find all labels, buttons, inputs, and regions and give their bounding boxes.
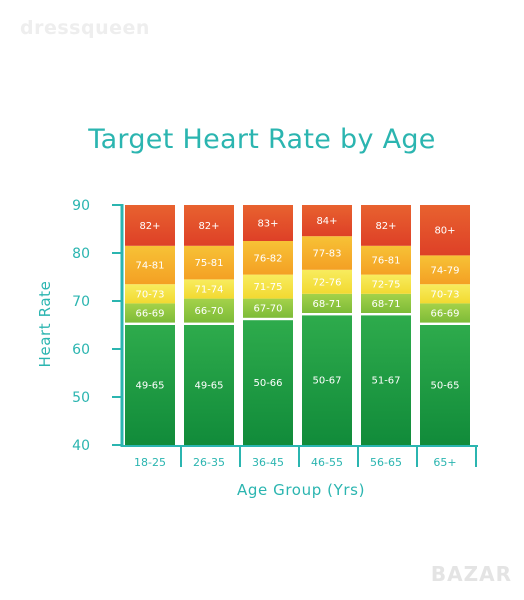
segment-label: 70-73	[135, 289, 164, 300]
bar-segment	[361, 293, 411, 313]
bar-segment	[125, 325, 175, 445]
segment-label: 77-83	[312, 249, 341, 260]
segment-label: 71-75	[253, 282, 282, 293]
bar-segment	[302, 293, 352, 313]
bar-segment	[184, 205, 234, 246]
segment-label: 84+	[316, 216, 337, 227]
x-tick-label: 18-25	[134, 456, 166, 469]
segment-label: 72-76	[312, 277, 341, 288]
y-axis-title: Heart Rate	[36, 281, 54, 368]
segment-label: 76-81	[371, 256, 400, 267]
segment-label: 66-69	[430, 309, 459, 320]
x-tick-label: 36-45	[252, 456, 284, 469]
axes-layer: 40 50 60 70 80 90 18-25 26-35 36-45 46-55 56-65 65+	[72, 198, 478, 469]
bar-segment	[125, 284, 175, 304]
chart-title: Target Heart Rate by Age	[88, 124, 436, 155]
bar-segment	[361, 315, 411, 445]
x-tick-label: 56-65	[370, 456, 402, 469]
bar-18-25: 49-65 66-69 70-73 74-81 82+	[125, 205, 175, 445]
bar-segment	[125, 303, 175, 323]
segment-label: 49-65	[194, 381, 223, 392]
bar-segment	[243, 205, 293, 241]
segment-label: 80+	[434, 226, 455, 237]
bar-46-55: 50-67 68-71 72-76 77-83 84+	[302, 205, 352, 445]
corner-watermark: BAZAR	[430, 562, 512, 586]
segment-label: 83+	[257, 219, 278, 230]
x-tick-label: 46-55	[311, 456, 343, 469]
segment-label: 66-70	[194, 306, 223, 317]
bar-segment	[302, 236, 352, 270]
bar-segment	[184, 298, 234, 323]
y-tick-label: 80	[72, 246, 90, 262]
segment-label: 67-70	[253, 304, 282, 315]
bar-segment	[361, 205, 411, 246]
segment-label: 49-65	[135, 381, 164, 392]
segment-label: 71-74	[194, 285, 223, 296]
bar-segment	[420, 284, 470, 304]
bar-segment	[184, 325, 234, 445]
bar-segment	[420, 255, 470, 285]
segment-label: 51-67	[371, 376, 400, 387]
bar-26-35: 49-65 66-70 71-74 75-81 82+	[184, 205, 234, 445]
bar-segment	[125, 205, 175, 246]
segment-label: 82+	[198, 221, 219, 232]
bar-segment	[243, 320, 293, 445]
bar-65+: 50-65 66-69 70-73 74-79 80+	[420, 205, 470, 445]
bars-layer: 49-65 66-69 70-73 74-81 82+ 49-65 66-70 71-74 75…	[125, 205, 470, 445]
bar-segment	[243, 298, 293, 318]
segment-label: 74-79	[430, 265, 459, 276]
y-tick-label: 60	[72, 342, 90, 358]
segment-label: 68-71	[312, 299, 341, 310]
segment-label: 82+	[139, 221, 160, 232]
bar-segment	[184, 245, 234, 280]
y-tick-label: 50	[72, 390, 90, 406]
bar-segment	[361, 274, 411, 294]
bar-36-45: 50-66 67-70 71-75 76-82 83+	[243, 205, 293, 445]
bar-segment	[420, 303, 470, 323]
segment-label: 66-69	[135, 309, 164, 320]
segment-label: 70-73	[430, 289, 459, 300]
watermark-text: dressqueen	[20, 17, 150, 39]
x-axis-title: Age Group (Yrs)	[237, 481, 365, 499]
segment-label: 72-75	[371, 280, 400, 291]
segment-label: 82+	[375, 221, 396, 232]
y-tick-label: 90	[72, 198, 90, 214]
y-tick-label: 70	[72, 294, 90, 310]
bar-segment	[243, 274, 293, 299]
bar-segment	[420, 205, 470, 256]
segment-label: 50-66	[253, 378, 282, 389]
bar-segment	[361, 245, 411, 275]
bar-segment	[302, 315, 352, 445]
x-tick-label: 26-35	[193, 456, 225, 469]
segment-label: 68-71	[371, 299, 400, 310]
segment-label: 74-81	[135, 261, 164, 272]
bar-segment	[125, 245, 175, 285]
segment-label: 75-81	[194, 258, 223, 269]
bar-segment	[420, 325, 470, 445]
segment-label: 76-82	[253, 253, 282, 264]
bar-segment	[184, 279, 234, 299]
y-tick-label: 40	[72, 438, 90, 454]
segment-label: 50-65	[430, 381, 459, 392]
bar-segment	[302, 269, 352, 294]
bar-segment	[302, 205, 352, 237]
bar-56-65: 51-67 68-71 72-75 76-81 82+	[361, 205, 411, 445]
bar-segment	[243, 241, 293, 275]
x-tick-label: 65+	[433, 456, 456, 469]
segment-label: 50-67	[312, 376, 341, 387]
